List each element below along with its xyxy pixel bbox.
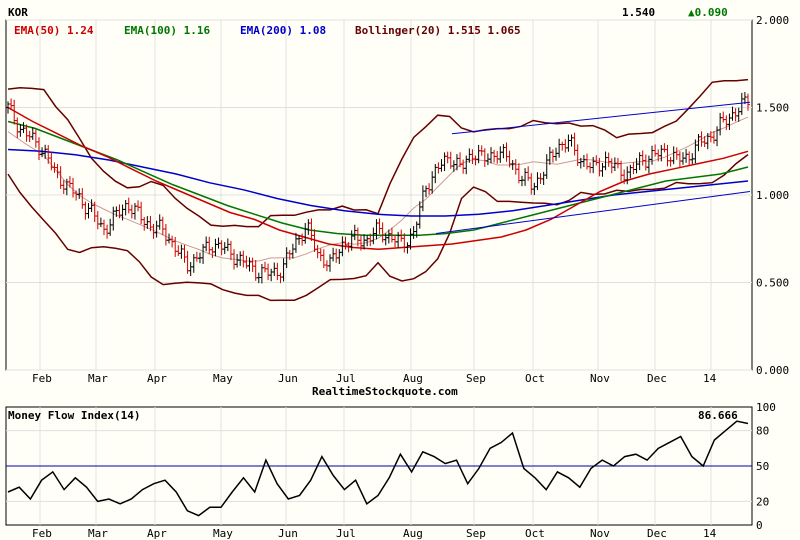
x-tick-label: May — [213, 527, 233, 540]
upper-trendline — [451, 101, 751, 135]
x-tick-label: Aug — [403, 372, 423, 385]
x-tick-label: Dec — [647, 527, 667, 540]
x-tick-label: Mar — [88, 372, 108, 385]
y-tick-label: 1.000 — [756, 189, 789, 202]
mfi-last-value: 86.666 — [698, 409, 738, 422]
mfi-line — [7, 420, 749, 517]
x-tick-label: Dec — [647, 372, 667, 385]
x-tick-label: May — [213, 372, 233, 385]
y-tick-label: 0.000 — [756, 364, 789, 377]
x-tick-label: Feb — [32, 527, 52, 540]
mfi-title: Money Flow Index(14) — [8, 409, 140, 422]
last-price: 1.540 — [622, 6, 655, 19]
legend-ema200: EMA(200) 1.08 — [240, 24, 326, 37]
x-tick-label: Apr — [147, 372, 167, 385]
x-tick-label: Nov — [590, 372, 610, 385]
x-tick-label: Oct — [525, 527, 545, 540]
x-tick-label: Oct — [525, 372, 545, 385]
price-change: ▲0.090 — [688, 6, 728, 19]
price-bars — [6, 92, 750, 284]
y-tick-label: 2.000 — [756, 14, 789, 27]
x-tick-label: Jul — [336, 372, 356, 385]
y-tick-label: 0.500 — [756, 277, 789, 290]
trend-lines — [435, 101, 751, 234]
ema50-line — [7, 106, 749, 251]
ema-lines — [7, 106, 749, 251]
x-tick-label: Mar — [88, 527, 108, 540]
mfi-tick-label: 50 — [756, 460, 769, 473]
y-tick-label: 1.500 — [756, 102, 789, 115]
x-tick-label: Jun — [278, 527, 298, 540]
axis-ticks: Feb Feb Mar Mar Apr Apr May May Jun Jun Jul Jul Aug A… — [32, 14, 789, 540]
price-grid — [6, 19, 752, 371]
mfi-tick-label: 80 — [756, 425, 769, 438]
x-tick-label: Feb — [32, 372, 52, 385]
legend-ema50: EMA(50) 1.24 — [14, 24, 94, 37]
watermark: RealtimeStockquote.com — [312, 385, 458, 398]
x-tick-label: Nov — [590, 527, 610, 540]
mfi-tick-label: 0 — [756, 519, 763, 532]
mfi-series — [7, 420, 749, 517]
x-tick-label: Jun — [278, 372, 298, 385]
ema100-line — [7, 120, 749, 237]
legend-bollinger: Bollinger(20) 1.515 1.065 — [355, 24, 521, 37]
x-tick-label: Jul — [336, 527, 356, 540]
lower-trendline — [435, 191, 751, 234]
bollinger-middle — [7, 116, 749, 262]
x-tick-label: 14 — [703, 527, 717, 540]
symbol-label: KOR — [8, 6, 28, 19]
x-tick-label: 14 — [703, 372, 717, 385]
x-tick-label: Aug — [403, 527, 423, 540]
mfi-tick-label: 100 — [756, 401, 776, 414]
ema200-line — [7, 148, 749, 217]
x-tick-label: Apr — [147, 527, 167, 540]
mfi-grid — [6, 407, 752, 525]
x-tick-label: Sep — [466, 527, 486, 540]
legend-ema100: EMA(100) 1.16 — [124, 24, 210, 37]
x-tick-label: Sep — [466, 372, 486, 385]
mfi-tick-label: 20 — [756, 495, 769, 508]
